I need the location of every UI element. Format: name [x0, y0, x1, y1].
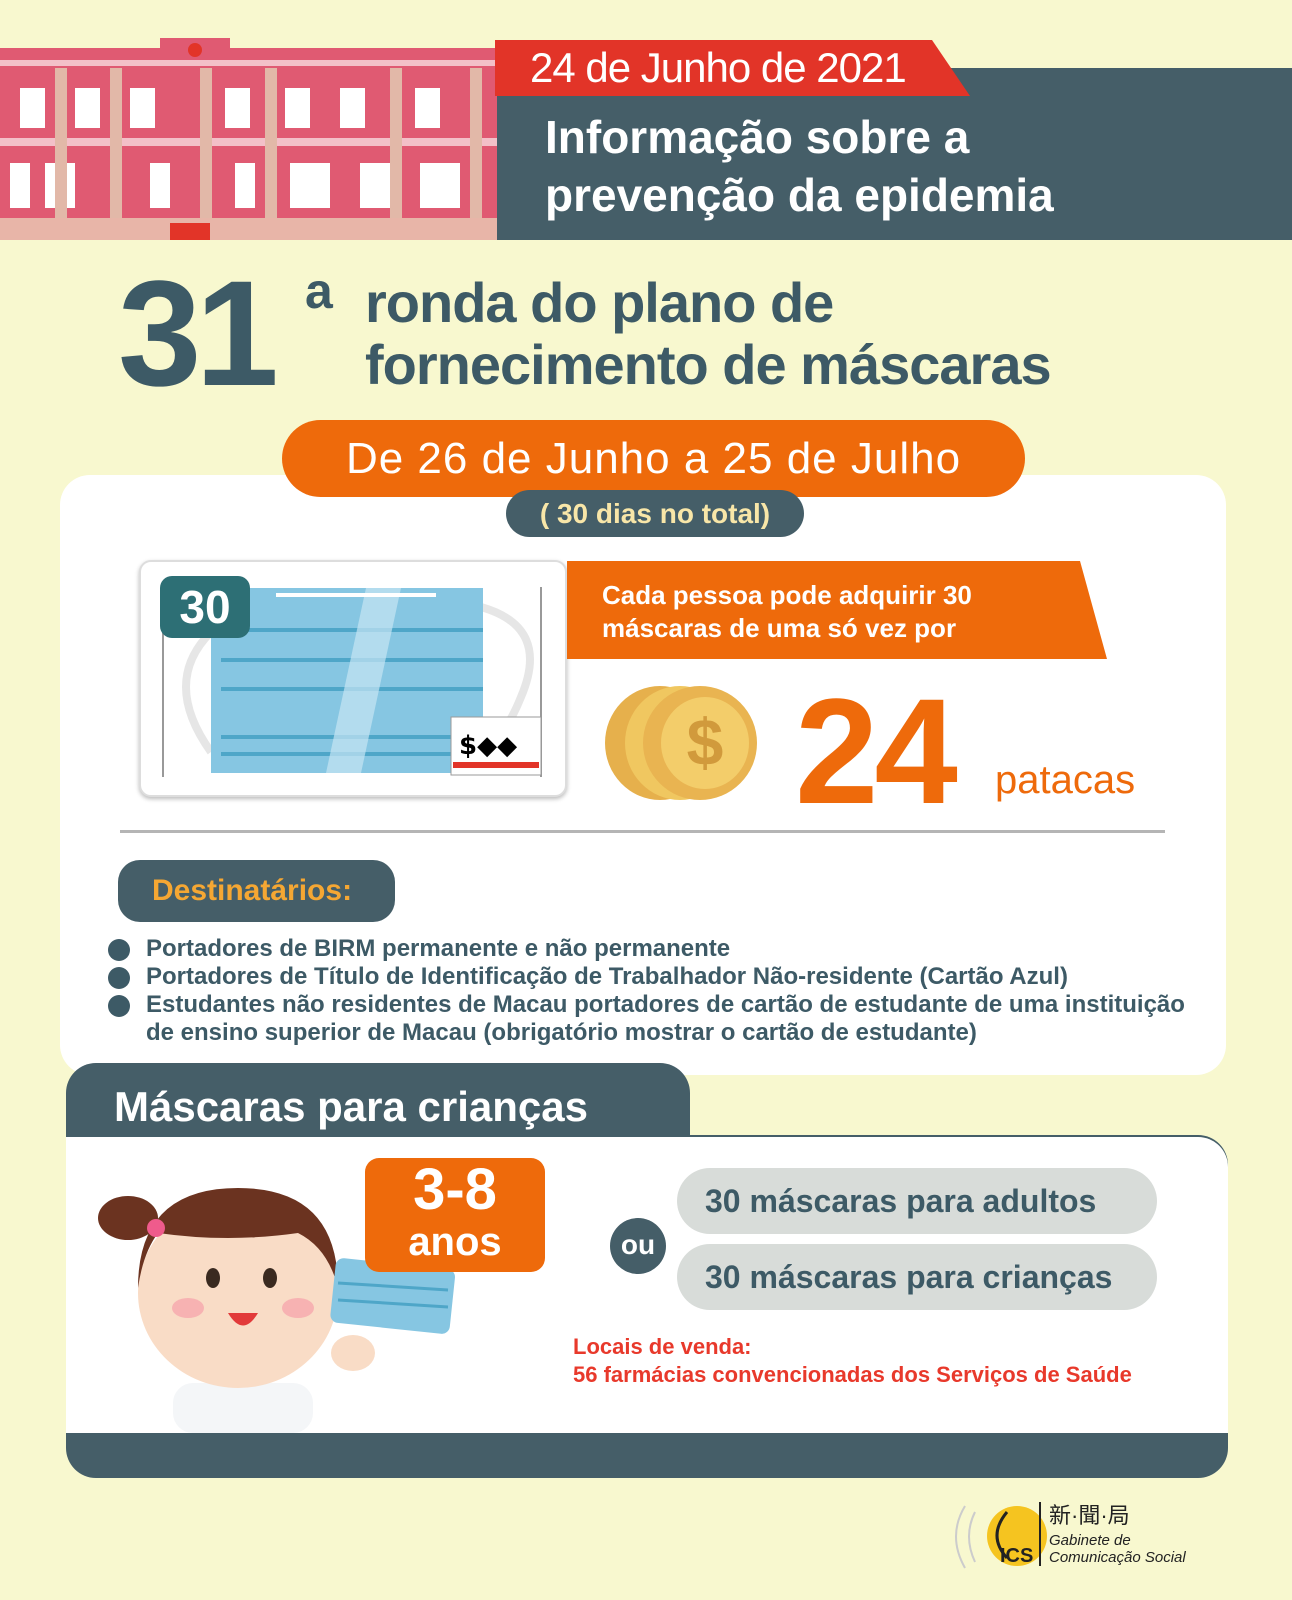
round-number: 31 — [118, 249, 279, 417]
page-title: ronda do plano de fornecimento de máscara… — [365, 271, 1052, 396]
offer-line-2: máscaras de uma só vez por — [602, 613, 957, 643]
header-band — [497, 68, 1292, 240]
offer-line-1: Cada pessoa pode adquirir 30 — [602, 580, 972, 610]
logo-line-2: Comunicação Social — [1049, 1549, 1186, 1566]
title-line-2: prevenção da epidemia — [545, 169, 1054, 221]
mask-icon: $◆◆ — [162, 587, 542, 777]
age-unit: anos — [408, 1220, 502, 1264]
title-line-1: Informação sobre a — [545, 111, 970, 163]
sales-locations-label: Locais de venda: — [573, 1334, 752, 1359]
svg-text:$◆◆: $◆◆ — [459, 731, 517, 761]
header-title: Informação sobre a prevenção da epidemia — [545, 108, 1054, 224]
sales-locations: Locais de venda: 56 farmácias convenciona… — [573, 1333, 1132, 1389]
list-item: Portadores de BIRM permanente e não perm… — [108, 935, 1188, 963]
list-item: Portadores de Título de Identificação de… — [108, 963, 1188, 991]
price-value: 24 — [795, 667, 958, 835]
coin-dollar-icon: $ — [605, 686, 757, 800]
heading-line-2: fornecimento de máscaras — [365, 333, 1052, 396]
logo-chinese: 新·聞·局 — [1049, 1503, 1130, 1528]
option-adult-masks: 30 máscaras para adultos — [677, 1168, 1157, 1234]
period-pill: De 26 de Junho a 25 de Julho — [282, 420, 1025, 497]
or-badge: ou — [610, 1218, 666, 1274]
recipients-title: Destinatários: — [118, 860, 395, 922]
divider — [120, 830, 1165, 833]
logo-name: Gabinete de Comunicação Social — [1049, 1532, 1186, 1566]
quantity-badge: 30 — [160, 576, 250, 638]
offer-banner: Cada pessoa pode adquirir 30 máscaras de … — [567, 561, 1107, 659]
gcs-logo-mark: ICS — [955, 1502, 1047, 1569]
gcs-logo: ICS 新·聞·局 Gabinete de Comunicação Social — [945, 1498, 1225, 1573]
list-item: Estudantes não residentes de Macau porta… — [108, 991, 1188, 1047]
total-days-pill: ( 30 dias no total) — [506, 490, 804, 537]
svg-text:$: $ — [687, 705, 724, 779]
recipients-list: Portadores de BIRM permanente e não perm… — [108, 935, 1188, 1047]
date-banner: 24 de Junho de 2021 — [495, 40, 970, 96]
heading-line-1: ronda do plano de — [365, 271, 834, 334]
svg-text:ICS: ICS — [1000, 1545, 1033, 1567]
sales-locations-value: 56 farmácias convencionadas dos Serviços… — [573, 1362, 1132, 1387]
price-unit: patacas — [995, 758, 1136, 802]
age-range: 3-8 — [413, 1157, 497, 1222]
option-child-masks: 30 máscaras para crianças — [677, 1244, 1157, 1310]
building-illustration — [0, 38, 497, 240]
age-badge: 3-8 anos — [365, 1158, 545, 1272]
round-ordinal: a — [305, 263, 333, 319]
girl-with-mask-illustration — [98, 1188, 455, 1433]
logo-line-1: Gabinete de — [1049, 1532, 1131, 1549]
